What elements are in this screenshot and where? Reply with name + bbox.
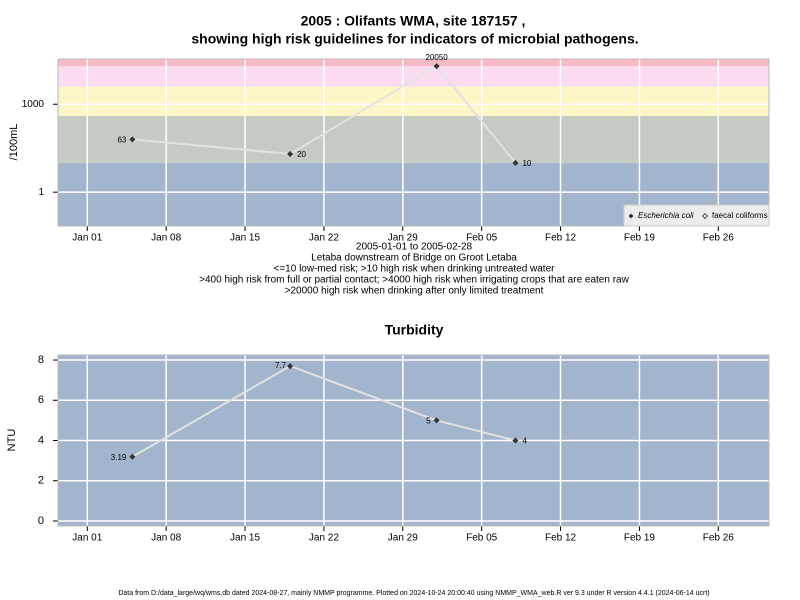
x-tick-label: Feb 05 [466, 233, 498, 244]
y-tick-label: 8 [38, 354, 44, 366]
data-label: 20 [297, 150, 306, 159]
subtitle: 2005-01-01 to 2005-02-28 [356, 242, 473, 253]
risk-band [58, 86, 769, 116]
series-line [131, 364, 516, 458]
x-tick-label: Jan 08 [151, 233, 181, 244]
data-label: 4 [522, 437, 527, 446]
data-label: 5 [426, 416, 431, 425]
risk-band [58, 59, 769, 67]
series-line [132, 64, 517, 164]
y-tick-label: 1 [38, 187, 44, 198]
y-tick-label: 0 [38, 515, 44, 527]
legend-marker [701, 212, 709, 220]
data-point [287, 151, 294, 158]
data-point [129, 136, 136, 143]
legend-label: faecal coliforms [712, 211, 768, 220]
x-tick-label: Jan 01 [72, 233, 102, 244]
x-tick-label: Feb 19 [624, 233, 656, 244]
x-tick-label: Jan 08 [151, 533, 181, 544]
x-tick-label: Jan 22 [309, 233, 339, 244]
data-point [433, 417, 440, 424]
subtitle: Letaba downstream of Bridge on Groot Let… [311, 253, 517, 264]
y-tick-label: 4 [38, 434, 44, 446]
data-label: 63 [117, 136, 126, 145]
subtitle: >400 high risk from full or partial cont… [199, 275, 629, 286]
footer: Data from D:/data_large/wq/wms.db dated … [118, 590, 709, 597]
chart-title: 2005 : Olifants WMA, site 187157 , [301, 13, 526, 29]
x-tick-label: Jan 29 [388, 533, 418, 544]
data-point [512, 159, 519, 166]
x-tick-label: Feb 12 [545, 233, 577, 244]
subtitle: >20000 high risk when drinking after onl… [285, 286, 544, 297]
y-tick-label: 6 [38, 394, 44, 406]
x-tick-label: Jan 01 [72, 533, 102, 544]
x-tick-label: Jan 22 [309, 533, 339, 544]
y-axis-label: NTU [6, 429, 18, 452]
x-tick-label: Jan 15 [230, 233, 260, 244]
legend-marker [628, 213, 634, 219]
data-label: 20050 [425, 53, 448, 62]
chart-title: showing high risk guidelines for indicat… [191, 31, 638, 47]
x-tick-label: Feb 19 [624, 533, 656, 544]
y-tick-label: 1000 [22, 99, 45, 110]
data-label: 10 [522, 159, 531, 168]
data-label: 7.7 [275, 361, 287, 370]
legend-label: Escherichia coli [638, 211, 694, 220]
data-label: 3.19 [111, 453, 127, 462]
x-tick-label: Feb 05 [466, 533, 498, 544]
x-tick-label: Feb 12 [545, 533, 577, 544]
data-point [433, 63, 440, 70]
x-tick-label: Jan 15 [230, 533, 260, 544]
x-tick-label: Jan 29 [388, 233, 418, 244]
x-tick-label: Feb 26 [703, 533, 735, 544]
y-axis-label: /100mL [8, 124, 20, 161]
subtitle: <=10 low-med risk; >10 high risk when dr… [274, 264, 556, 275]
risk-band [58, 115, 769, 163]
data-point [287, 363, 294, 370]
data-point [512, 437, 519, 444]
legend-box [623, 204, 770, 227]
y-tick-label: 2 [38, 475, 44, 487]
panel-title: Turbidity [385, 322, 444, 338]
plot-frame [57, 58, 770, 227]
risk-band [58, 66, 769, 87]
x-tick-label: Feb 26 [703, 233, 735, 244]
data-point [129, 453, 136, 460]
plot-frame [57, 354, 770, 527]
